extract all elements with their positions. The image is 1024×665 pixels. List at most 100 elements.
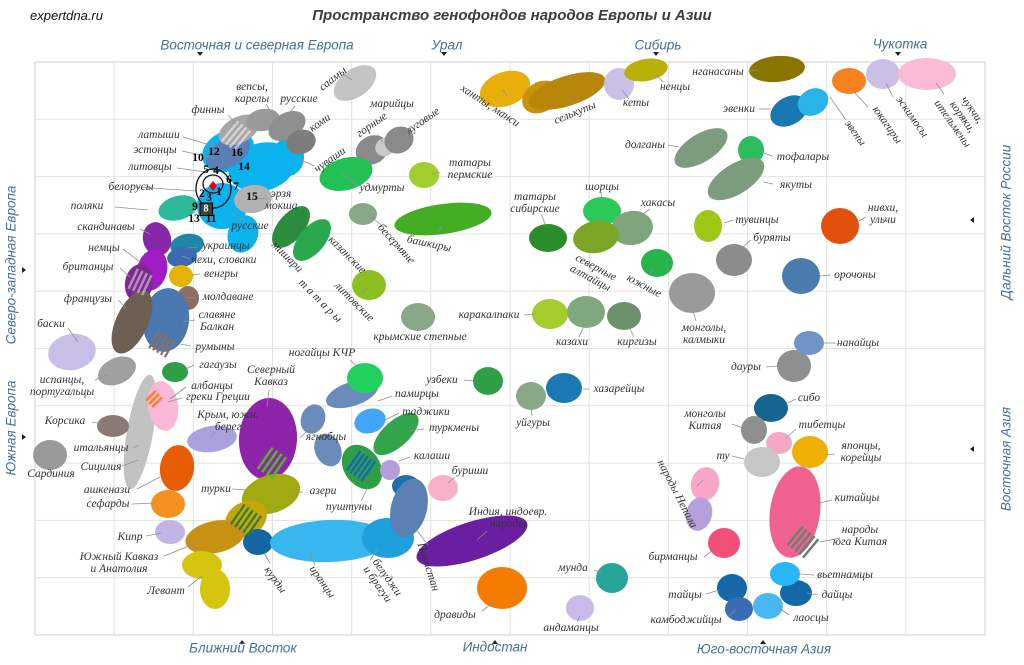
- population-blob: [866, 59, 900, 89]
- leader-line: [114, 206, 149, 211]
- leader-line: [856, 216, 867, 223]
- hatch-line: [156, 334, 168, 354]
- cluster-number: 6: [226, 174, 232, 186]
- population-label: венгры: [204, 267, 238, 280]
- population-label: камбоджийцы: [650, 613, 722, 626]
- leader-line: [463, 379, 474, 382]
- population-blob: [428, 475, 458, 501]
- population-label: белорусы: [108, 180, 154, 193]
- leader-line: [481, 599, 497, 612]
- leader-line: [417, 323, 420, 332]
- leader-line: [408, 428, 425, 432]
- population-blob: [33, 440, 67, 470]
- population-label: китайцы: [834, 491, 880, 504]
- population-label: уйгуры: [516, 416, 550, 429]
- leader-line: [431, 171, 441, 175]
- leader-line: [67, 327, 79, 343]
- leader-line: [384, 412, 400, 421]
- population-label: славяне Балкан: [198, 308, 236, 333]
- population-blob: [394, 202, 492, 236]
- population-blob: [707, 157, 765, 201]
- population-label: вьетнамцы: [817, 568, 873, 581]
- leader-line: [819, 274, 832, 277]
- population-blob: [333, 65, 377, 101]
- leader-line: [187, 296, 197, 299]
- population-blob: [669, 273, 715, 313]
- population-label: памирцы: [395, 387, 439, 400]
- cluster-number: 14: [238, 161, 250, 173]
- population-label: ашкенази: [83, 483, 131, 496]
- population-blob: [744, 447, 780, 477]
- population-blob: [529, 224, 567, 252]
- leader-line: [309, 552, 316, 566]
- axis-label: Южная Европа: [3, 380, 19, 476]
- population-label: дауры: [731, 360, 761, 373]
- leader-line: [121, 459, 139, 467]
- population-label: азери: [309, 484, 337, 497]
- leader-line: [530, 405, 533, 417]
- axis-marker-up: [492, 640, 498, 644]
- population-blob: [155, 520, 185, 544]
- population-label: нивхи, ульчи: [867, 201, 899, 226]
- leader-line: [263, 552, 271, 564]
- leader-line: [265, 103, 275, 118]
- population-blob: [158, 195, 198, 221]
- population-blob: [573, 220, 619, 254]
- cluster-number: 9: [192, 201, 198, 213]
- population-label: Индия, индоевр. народы: [468, 505, 548, 530]
- population-blob: [380, 460, 400, 480]
- leader-line: [638, 208, 651, 218]
- population-label: Сицилия: [80, 460, 122, 473]
- population-label: мунда: [558, 561, 588, 574]
- leader-line: [629, 328, 635, 338]
- leader-line: [621, 89, 630, 100]
- population-blob: [341, 444, 383, 490]
- hatch-pattern: [786, 525, 820, 559]
- population-label: буряты: [753, 231, 791, 244]
- axis-label: Ближний Восток: [189, 640, 297, 656]
- population-label: долганы: [624, 138, 666, 151]
- leader-line: [132, 444, 140, 449]
- leader-line: [145, 532, 162, 537]
- population-label: хазарейцы: [593, 382, 645, 395]
- population-blob: [694, 210, 722, 242]
- population-label: дайцы: [821, 588, 853, 601]
- population-blob: [566, 595, 594, 621]
- population-blob: [708, 528, 740, 558]
- population-blob: [373, 412, 419, 456]
- leader-line: [48, 461, 51, 469]
- hatch-line: [141, 274, 153, 296]
- population-label: албанцы: [191, 379, 233, 392]
- population-label: шорцы: [585, 180, 619, 193]
- leader-line: [763, 152, 773, 157]
- population-label: британцы: [62, 260, 114, 273]
- hatch-line: [136, 272, 149, 294]
- population-label: калаши: [413, 449, 451, 462]
- hatch-pattern: [148, 330, 176, 358]
- leader-line: [299, 428, 310, 439]
- hatch-line: [234, 506, 250, 528]
- population-blob: [169, 265, 193, 287]
- cluster-number: 15: [246, 191, 258, 203]
- cluster-number: 11: [205, 213, 217, 225]
- leader-line: [502, 89, 508, 97]
- population-blob: [898, 58, 956, 90]
- population-label: удмурты: [359, 181, 405, 194]
- leader-line: [182, 319, 196, 323]
- population-label: марийцы: [370, 97, 414, 110]
- leader-line: [349, 359, 360, 369]
- hatch-line: [798, 535, 816, 556]
- population-label: поляки: [70, 199, 104, 212]
- leader-line: [340, 172, 359, 187]
- axis-label: Сибирь: [634, 37, 682, 53]
- population-blob: [777, 350, 811, 382]
- axis-marker-down: [653, 52, 659, 56]
- population-blob: [741, 416, 767, 444]
- hatch-line: [228, 126, 248, 149]
- population-blob: [151, 490, 185, 518]
- cluster-number: 12: [208, 146, 220, 158]
- population-label: литовцы: [128, 160, 172, 173]
- axis-marker-right: [22, 267, 26, 273]
- population-blob: [794, 331, 824, 355]
- population-blob: [142, 222, 172, 256]
